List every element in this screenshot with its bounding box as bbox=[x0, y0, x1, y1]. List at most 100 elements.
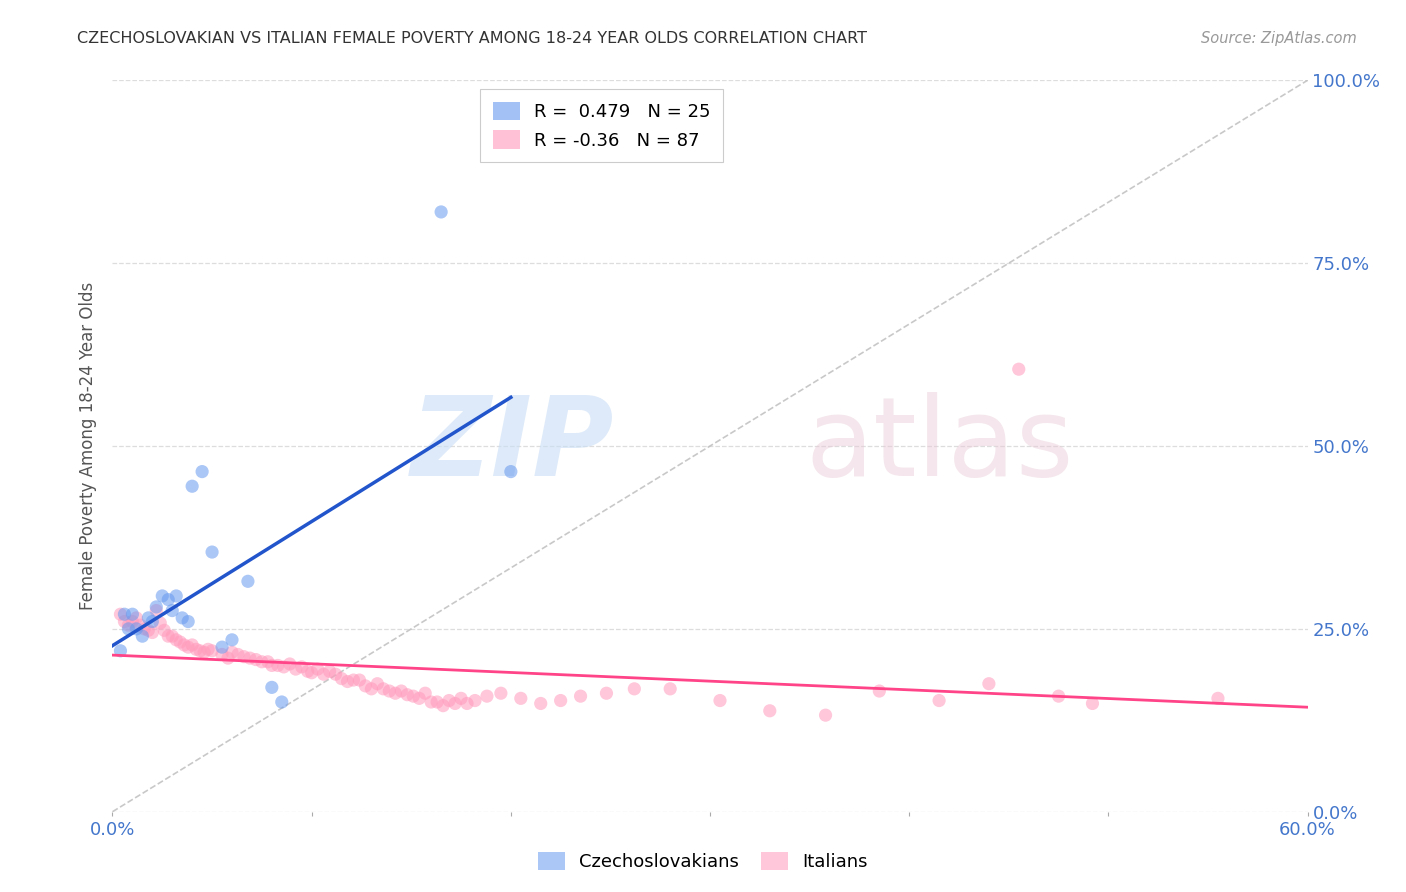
Point bbox=[1008, 362, 1031, 376]
Point bbox=[260, 658, 283, 673]
Point bbox=[444, 697, 467, 711]
Point bbox=[117, 618, 139, 632]
Point bbox=[759, 704, 782, 718]
Point bbox=[1206, 691, 1229, 706]
Point bbox=[360, 681, 382, 696]
Point bbox=[297, 665, 319, 679]
Point bbox=[211, 648, 233, 662]
Point bbox=[354, 679, 377, 693]
Point bbox=[709, 693, 731, 707]
Legend: R =  0.479   N = 25, R = -0.36   N = 87: R = 0.479 N = 25, R = -0.36 N = 87 bbox=[479, 89, 723, 162]
Point bbox=[197, 642, 219, 657]
Point bbox=[134, 622, 156, 636]
Point bbox=[307, 662, 329, 676]
Point bbox=[318, 665, 340, 679]
Point bbox=[430, 205, 453, 219]
Point bbox=[291, 660, 314, 674]
Point bbox=[432, 698, 454, 713]
Y-axis label: Female Poverty Among 18-24 Year Olds: Female Poverty Among 18-24 Year Olds bbox=[79, 282, 97, 610]
Point bbox=[257, 655, 280, 669]
Point bbox=[226, 648, 249, 662]
Text: ZIP: ZIP bbox=[411, 392, 614, 500]
Point bbox=[217, 651, 239, 665]
Point bbox=[141, 625, 163, 640]
Point bbox=[138, 624, 160, 638]
Point bbox=[413, 686, 436, 700]
Text: CZECHOSLOVAKIAN VS ITALIAN FEMALE POVERTY AMONG 18-24 YEAR OLDS CORRELATION CHAR: CZECHOSLOVAKIAN VS ITALIAN FEMALE POVERT… bbox=[77, 31, 868, 46]
Point bbox=[250, 655, 273, 669]
Point bbox=[131, 629, 153, 643]
Point bbox=[211, 640, 233, 655]
Point bbox=[366, 676, 388, 690]
Point bbox=[312, 667, 335, 681]
Point bbox=[325, 667, 347, 681]
Point bbox=[150, 589, 173, 603]
Point bbox=[1047, 689, 1070, 703]
Point bbox=[110, 607, 132, 622]
Point bbox=[623, 681, 645, 696]
Legend: Czechoslovakians, Italians: Czechoslovakians, Italians bbox=[530, 845, 876, 879]
Point bbox=[977, 676, 1000, 690]
Point bbox=[172, 611, 194, 625]
Point bbox=[149, 615, 172, 630]
Point bbox=[273, 660, 295, 674]
Point bbox=[125, 611, 148, 625]
Point bbox=[129, 618, 152, 632]
Point bbox=[173, 638, 195, 652]
Point bbox=[408, 691, 430, 706]
Point bbox=[181, 479, 204, 493]
Point bbox=[181, 638, 204, 652]
Point bbox=[145, 599, 167, 614]
Point bbox=[114, 615, 135, 629]
Point bbox=[384, 686, 406, 700]
Point bbox=[378, 684, 401, 698]
Point bbox=[117, 622, 139, 636]
Point bbox=[426, 695, 449, 709]
Text: Source: ZipAtlas.com: Source: ZipAtlas.com bbox=[1201, 31, 1357, 46]
Point bbox=[373, 681, 395, 696]
Point bbox=[121, 607, 143, 622]
Point bbox=[420, 695, 443, 709]
Point bbox=[110, 644, 132, 658]
Point bbox=[499, 465, 522, 479]
Point bbox=[245, 652, 267, 666]
Point bbox=[284, 662, 307, 676]
Point bbox=[177, 615, 200, 629]
Point bbox=[489, 686, 512, 700]
Point bbox=[336, 674, 359, 689]
Point bbox=[550, 693, 572, 707]
Point bbox=[475, 689, 498, 703]
Text: atlas: atlas bbox=[806, 392, 1074, 500]
Point bbox=[162, 629, 183, 643]
Point bbox=[153, 624, 176, 638]
Point bbox=[221, 645, 243, 659]
Point bbox=[201, 644, 224, 658]
Point bbox=[138, 611, 160, 625]
Point bbox=[165, 589, 187, 603]
Point bbox=[456, 697, 478, 711]
Point bbox=[193, 645, 215, 659]
Point bbox=[169, 635, 191, 649]
Point bbox=[157, 629, 180, 643]
Point bbox=[186, 642, 208, 657]
Point bbox=[162, 603, 183, 617]
Point bbox=[928, 693, 950, 707]
Point bbox=[389, 684, 412, 698]
Point bbox=[396, 688, 419, 702]
Point bbox=[349, 673, 371, 687]
Point bbox=[121, 615, 143, 629]
Point bbox=[402, 689, 425, 703]
Point bbox=[221, 632, 243, 647]
Point bbox=[569, 689, 592, 703]
Point bbox=[437, 693, 460, 707]
Point bbox=[145, 603, 167, 617]
Point bbox=[270, 695, 292, 709]
Point bbox=[342, 673, 364, 687]
Point bbox=[868, 684, 890, 698]
Point bbox=[1081, 697, 1104, 711]
Point bbox=[125, 622, 148, 636]
Point bbox=[301, 665, 323, 680]
Point bbox=[509, 691, 531, 706]
Point bbox=[141, 615, 163, 629]
Point bbox=[157, 592, 180, 607]
